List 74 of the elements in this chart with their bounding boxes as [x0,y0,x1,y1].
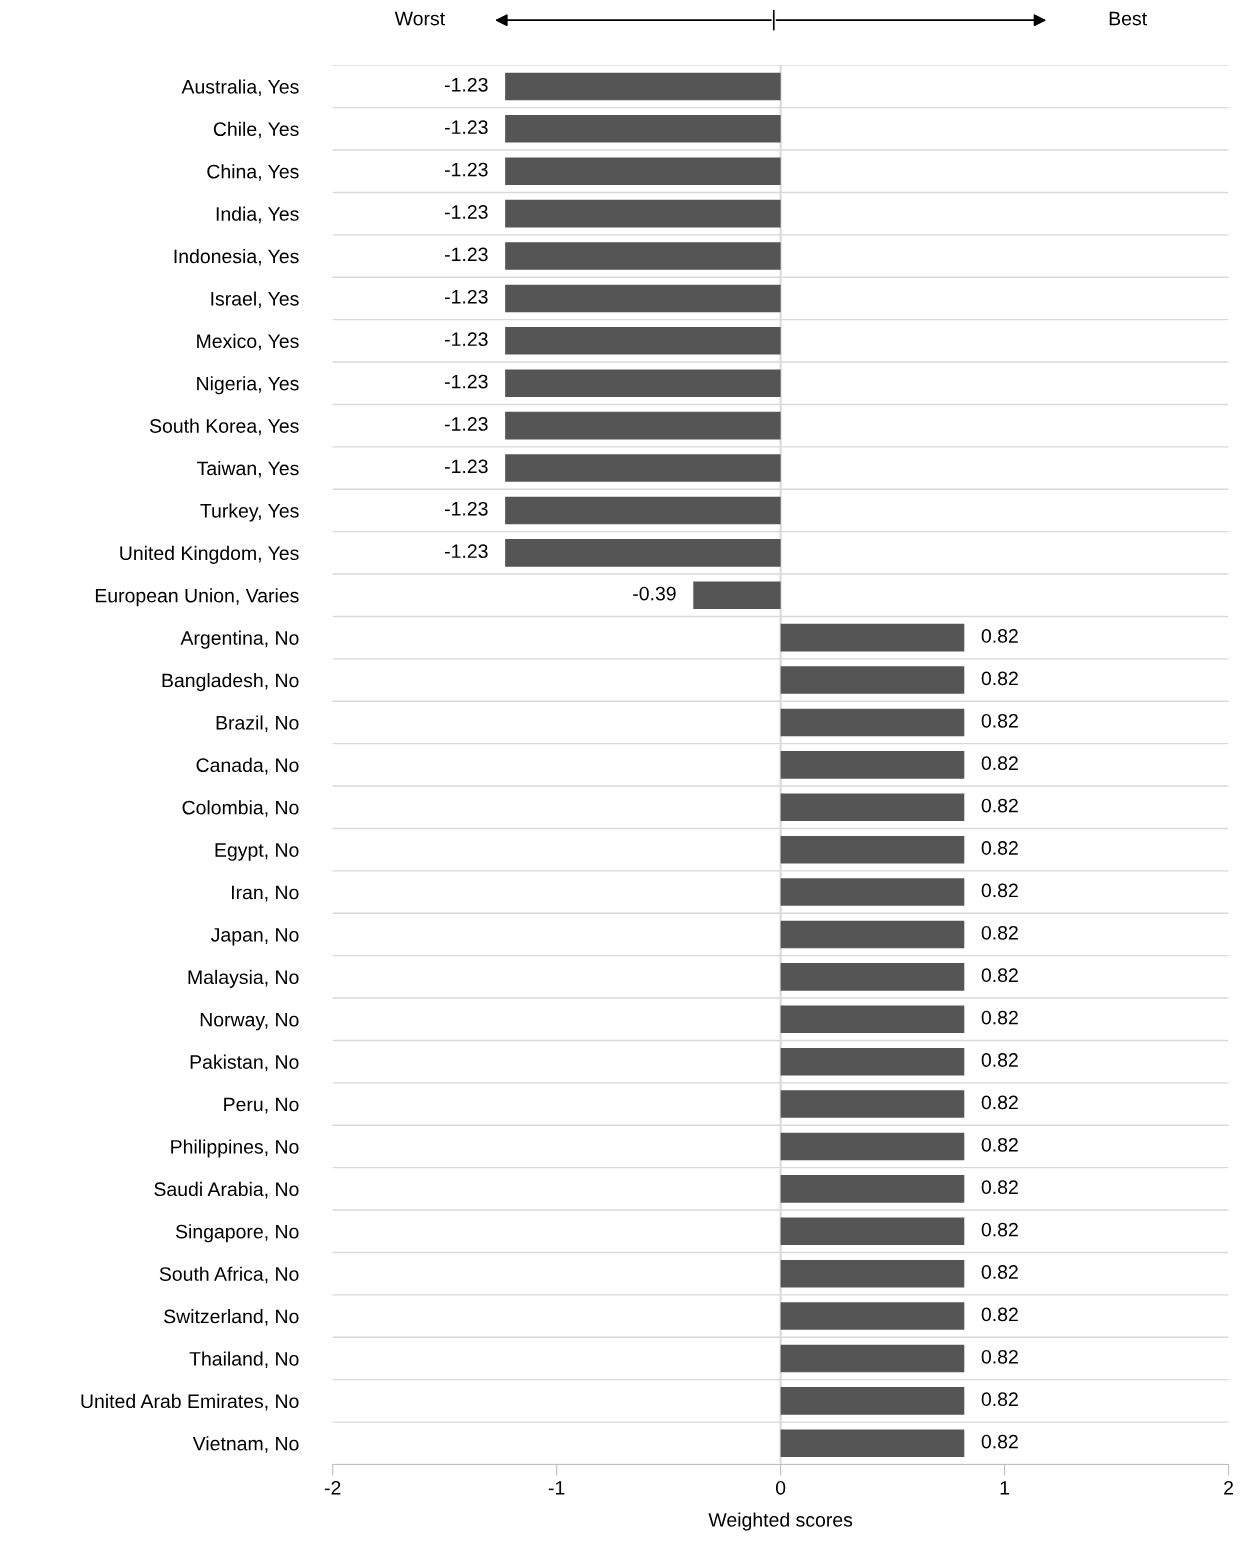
y-tick-label: United Kingdom, Yes [120,545,299,564]
y-tick-label: Indonesia, Yes [174,248,299,266]
y-tick-label: Argentina, No [180,630,299,649]
y-tick-label: Philippines, No [171,1139,299,1158]
data-label: 0.82 [981,1010,1018,1025]
data-label: -1.23 [445,332,488,347]
data-label: 0.82 [981,1137,1018,1152]
x-tick-label: -1 [548,1481,565,1495]
data-label: -1.23 [445,289,488,304]
y-tick-label: Vietnam, No [192,1436,299,1453]
data-label: -1.23 [445,205,488,219]
data-label: -1.23 [445,417,488,431]
y-tick-label: Singapore, No [175,1224,299,1243]
data-label: -1.23 [445,120,488,135]
data-label: 0.82 [981,629,1018,643]
text: Best [1109,11,1147,26]
y-tick-label: Mexico, Yes [197,333,299,351]
data-label: 0.82 [981,1349,1018,1364]
data-label: -1.23 [445,77,488,92]
data-label: 0.82 [981,671,1018,686]
y-tick-label: Canada, No [196,757,299,775]
data-label: 0.82 [981,756,1018,771]
y-tick-label: Brazil, No [216,715,299,732]
data-label: 0.82 [981,968,1018,983]
y-tick-label: Colombia, No [182,800,299,817]
y-tick-label: Pakistan, No [190,1054,299,1072]
x-tick-label: 0 [775,1480,786,1495]
y-tick-label: Israel, Yes [211,291,299,308]
y-tick-label: United Arab Emirates, No [81,1393,299,1411]
y-tick-label: Saudi Arabia, No [154,1181,299,1199]
y-tick-label: India, Yes [216,206,299,224]
data-label: 0.82 [981,925,1018,940]
data-label: 0.82 [981,798,1018,813]
y-tick-label: South Korea, Yes [149,418,299,436]
text: Worst [394,11,445,26]
data-label: -1.23 [445,501,488,516]
data-label: 0.82 [981,1265,1018,1279]
y-tick-label: Australia, Yes [181,79,299,96]
y-tick-label: Bangladesh, No [162,673,299,692]
data-label: 0.82 [981,1053,1018,1067]
data-label: 0.82 [981,883,1018,898]
y-tick-label: Iran, No [231,885,299,902]
y-tick-label: Taiwan, Yes [197,461,299,478]
data-label: -1.23 [445,247,488,262]
data-label: -1.23 [445,459,488,474]
data-label: 0.82 [981,1180,1018,1195]
data-label: -1.23 [445,374,488,389]
data-label: 0.82 [981,713,1018,728]
data-label: 0.82 [981,1307,1018,1322]
y-tick-label: Norway, No [200,1012,299,1031]
y-tick-label: Peru, No [224,1097,299,1114]
y-tick-label: Switzerland, No [164,1309,299,1326]
data-label: -1.23 [445,544,488,559]
y-tick-label: European Union, Varies [95,588,299,607]
y-tick-label: Thailand, No [189,1351,299,1369]
y-tick-label: Malaysia, No [188,969,299,988]
x-axis-title: Weighted scores [708,1512,853,1531]
data-label: 0.82 [981,1392,1018,1407]
y-tick-label: South Africa, No [159,1266,299,1284]
x-tick-label: 2 [1224,1480,1233,1495]
y-tick-label: Japan, No [211,928,299,946]
data-label: 0.82 [981,841,1018,855]
data-label: 0.82 [981,1434,1018,1449]
data-label: 0.82 [981,1222,1018,1237]
y-tick-label: Turkey, Yes [200,503,299,522]
x-tick-label: -2 [324,1480,341,1495]
y-tick-label: Nigeria, Yes [197,376,299,395]
y-tick-label: Egypt, No [215,843,299,861]
x-tick-label: 1 [1000,1481,1010,1495]
data-label: 0.82 [981,1095,1018,1110]
y-tick-label: China, Yes [207,164,299,181]
y-tick-label: Chile, Yes [213,121,299,139]
data-label: -0.39 [633,586,676,601]
data-label: -1.23 [445,162,488,177]
